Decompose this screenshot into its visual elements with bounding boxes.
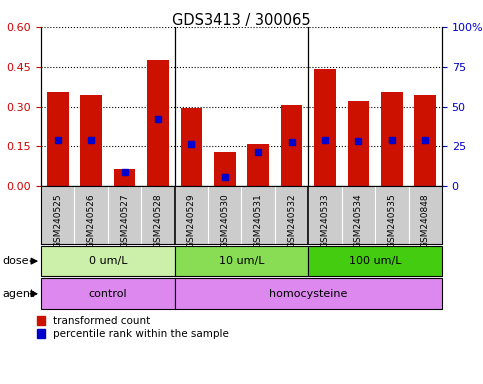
Text: GSM240535: GSM240535 bbox=[387, 193, 397, 248]
Text: dose: dose bbox=[2, 256, 29, 266]
Bar bbox=[80, 94, 102, 186]
Bar bbox=[114, 169, 135, 186]
Text: GSM240530: GSM240530 bbox=[220, 193, 229, 248]
Legend: transformed count, percentile rank within the sample: transformed count, percentile rank withi… bbox=[37, 316, 229, 339]
Bar bbox=[147, 60, 169, 186]
Bar bbox=[175, 246, 308, 276]
Text: GSM240533: GSM240533 bbox=[321, 193, 329, 248]
Text: agent: agent bbox=[2, 289, 35, 299]
Text: homocysteine: homocysteine bbox=[269, 289, 347, 299]
Text: GSM240848: GSM240848 bbox=[421, 193, 430, 248]
Bar bbox=[314, 70, 336, 186]
Bar bbox=[247, 144, 269, 186]
Bar bbox=[281, 105, 302, 186]
Bar bbox=[181, 108, 202, 186]
Text: control: control bbox=[88, 289, 127, 299]
Text: GSM240534: GSM240534 bbox=[354, 193, 363, 248]
Text: 0 um/L: 0 um/L bbox=[88, 256, 127, 266]
Text: 10 um/L: 10 um/L bbox=[219, 256, 264, 266]
Bar bbox=[381, 92, 403, 186]
Text: GSM240531: GSM240531 bbox=[254, 193, 263, 248]
Bar bbox=[214, 152, 236, 186]
Text: GSM240528: GSM240528 bbox=[154, 193, 162, 248]
Text: GSM240532: GSM240532 bbox=[287, 193, 296, 248]
Text: GDS3413 / 300065: GDS3413 / 300065 bbox=[172, 13, 311, 28]
Text: 100 um/L: 100 um/L bbox=[349, 256, 401, 266]
Bar bbox=[414, 94, 436, 186]
Bar bbox=[41, 278, 175, 309]
Bar bbox=[41, 246, 175, 276]
Text: GSM240527: GSM240527 bbox=[120, 193, 129, 248]
Bar bbox=[175, 278, 442, 309]
Bar bbox=[348, 101, 369, 186]
Text: GSM240529: GSM240529 bbox=[187, 193, 196, 248]
Text: GSM240526: GSM240526 bbox=[86, 193, 96, 248]
Bar bbox=[308, 246, 442, 276]
Text: GSM240525: GSM240525 bbox=[53, 193, 62, 248]
Bar bbox=[47, 92, 69, 186]
